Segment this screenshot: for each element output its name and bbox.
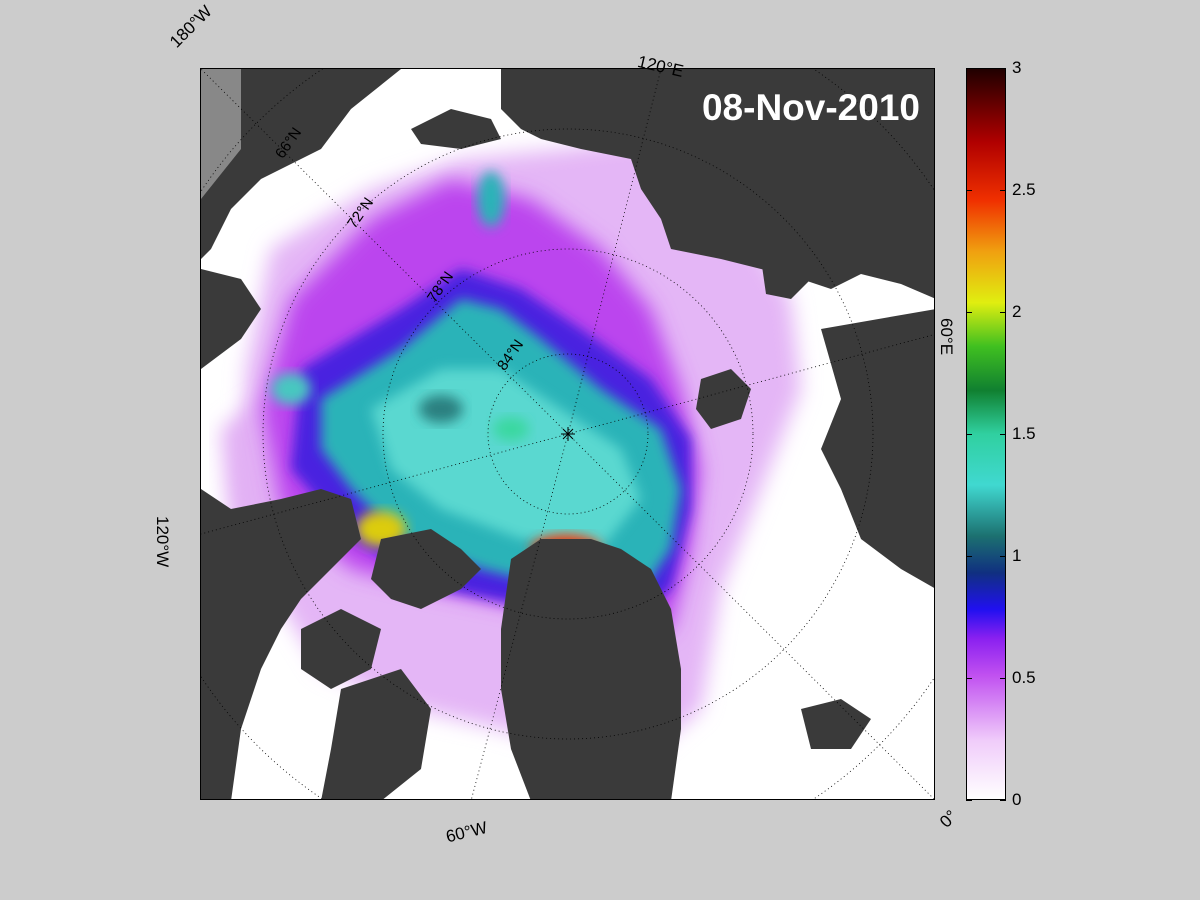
latitude-circle-84	[487, 353, 649, 515]
colorbar-tick-mark	[966, 678, 972, 679]
ice-thick-patch-2	[493, 417, 529, 441]
colorbar-tick-mark	[966, 800, 972, 801]
colorbar-tick-mark	[1000, 434, 1006, 435]
colorbar-tick-mark	[966, 190, 972, 191]
land-archipelago-1	[371, 529, 481, 609]
colorbar-tick-mark	[966, 556, 972, 557]
ice-thick-patch	[419, 395, 463, 423]
land-taymyr	[411, 109, 501, 149]
land-novaya-zemlya	[761, 239, 821, 299]
colorbar-tick-label: 2.5	[1012, 180, 1036, 199]
land-alaska	[201, 69, 401, 259]
graticule	[201, 69, 934, 799]
ice-thick-patch-4	[271, 373, 311, 405]
land-svalbard	[696, 369, 751, 429]
colorbar-tick-label: 1	[1012, 546, 1022, 565]
longitude-label-0: 0°	[936, 806, 961, 832]
north-pole-marker	[561, 427, 575, 441]
colorbar-gradient	[967, 69, 1005, 799]
colorbar-tick-label: 0	[1012, 790, 1022, 809]
colorbar-tick-label: 0.5	[1012, 668, 1036, 687]
meridian-120w	[201, 433, 569, 535]
map-canvas	[201, 69, 934, 799]
land-canada-west	[201, 269, 261, 369]
colorbar-tick-mark	[1000, 190, 1006, 191]
latitude-circle-72	[262, 128, 874, 740]
colorbar-tick-mark	[1000, 800, 1006, 801]
colorbar-tick-label: 2	[1012, 302, 1022, 321]
longitude-label-180w: 180°W	[166, 1, 216, 52]
meridian-120e	[567, 69, 662, 435]
land	[201, 69, 934, 799]
land-iceland	[801, 699, 871, 749]
ice-thick-patch-3	[477, 171, 505, 227]
colorbar-tick-mark	[1000, 556, 1006, 557]
latitude-circle-78	[382, 248, 754, 620]
longitude-label-60w: 60°W	[444, 817, 490, 847]
land-scandinavia	[821, 309, 934, 588]
arctic-map: 08-Nov-2010	[200, 68, 935, 800]
land-archipelago-3	[321, 669, 431, 799]
land-archipelago-2	[301, 609, 381, 689]
land-canada	[201, 489, 361, 799]
colorbar-tick-label: 1.5	[1012, 424, 1036, 443]
date-label: 08-Nov-2010	[701, 87, 920, 128]
colorbar-tick-label: 3	[1012, 58, 1022, 77]
colorbar-tick-mark	[1000, 678, 1006, 679]
colorbar-tick-mark	[1000, 312, 1006, 313]
colorbar-tick-mark	[966, 68, 972, 69]
colorbar-tick-mark	[1000, 68, 1006, 69]
longitude-label-120w: 120°W	[153, 516, 172, 568]
colorbar-tick-mark	[966, 434, 972, 435]
projection-edge-gray	[201, 69, 241, 199]
colorbar-tick-mark	[966, 312, 972, 313]
land-siberia	[501, 69, 934, 299]
longitude-label-60e: 60°E	[937, 318, 956, 356]
land-greenland	[501, 539, 681, 799]
meridian-60w	[471, 433, 569, 799]
